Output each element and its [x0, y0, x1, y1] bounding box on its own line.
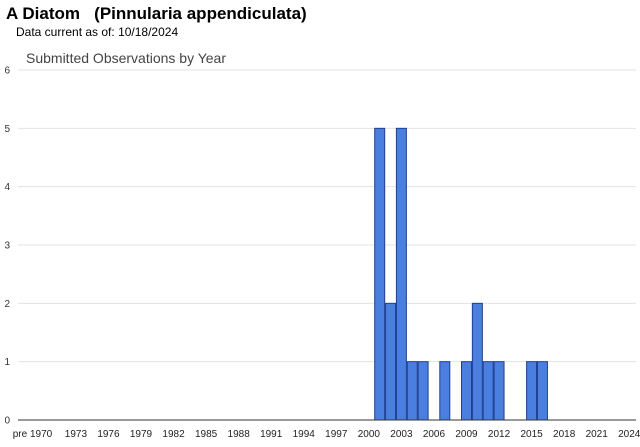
- bar-2002: [385, 302, 397, 421]
- bar-2004: [406, 361, 418, 421]
- y-tick-labels: 0 1 2 3 4 5 6: [4, 66, 10, 427]
- x-tick-label: pre 1970: [13, 429, 53, 440]
- x-tick-label: 1985: [195, 429, 218, 440]
- y-tick-label: 5: [4, 124, 10, 135]
- x-tick-labels: pre 1970 1973 1976 1979 1982 1985 1988 1991 1994…: [13, 429, 640, 440]
- bar-2007: [439, 361, 451, 421]
- data-current-label: Data current as of:: [16, 25, 115, 39]
- bar-2009: [461, 361, 472, 421]
- gridlines: [18, 69, 636, 363]
- data-current-date: 10/18/2024: [118, 25, 179, 39]
- x-tick-label: 2021: [586, 429, 609, 440]
- x-tick-label: 1994: [293, 429, 316, 440]
- page-title: A Diatom (Pinnularia appendiculata): [6, 4, 307, 23]
- x-tick-label: 1997: [325, 429, 348, 440]
- x-tick-label: 2024: [618, 429, 640, 440]
- x-tick-label: 1973: [65, 429, 88, 440]
- y-tick-label: 1: [4, 357, 10, 368]
- bar-2016: [536, 361, 548, 421]
- x-tick-label: 2018: [553, 429, 576, 440]
- bar-2011: [482, 361, 494, 421]
- x-tick-label: 1991: [260, 429, 283, 440]
- x-tick-label: 1988: [228, 429, 251, 440]
- chart-title: Submitted Observations by Year: [26, 50, 226, 66]
- y-tick-label: 2: [4, 299, 10, 310]
- data-current-note: Data current as of: 10/18/2024: [16, 25, 178, 39]
- bar-2012: [493, 361, 505, 421]
- x-tick-label: 2012: [488, 429, 511, 440]
- y-tick-label: 6: [4, 66, 10, 77]
- x-tick-label: 2000: [358, 429, 381, 440]
- y-tick-label: 4: [4, 182, 10, 193]
- y-tick-label: 0: [4, 416, 10, 427]
- x-tick-label: 2003: [390, 429, 413, 440]
- x-tick-label: 1979: [130, 429, 153, 440]
- x-tick-label: 2015: [520, 429, 543, 440]
- x-tick-label: 1976: [97, 429, 120, 440]
- x-tick-label: 2006: [423, 429, 446, 440]
- bar-2010: [471, 302, 483, 421]
- bars: [374, 127, 548, 421]
- bar-2005: [417, 361, 429, 421]
- bar-2001: [374, 127, 386, 421]
- bar-2003: [395, 127, 407, 421]
- x-tick-label: 2009: [455, 429, 478, 440]
- bar-2015: [526, 361, 538, 421]
- x-tick-label: 1982: [162, 429, 185, 440]
- y-tick-label: 3: [4, 241, 10, 252]
